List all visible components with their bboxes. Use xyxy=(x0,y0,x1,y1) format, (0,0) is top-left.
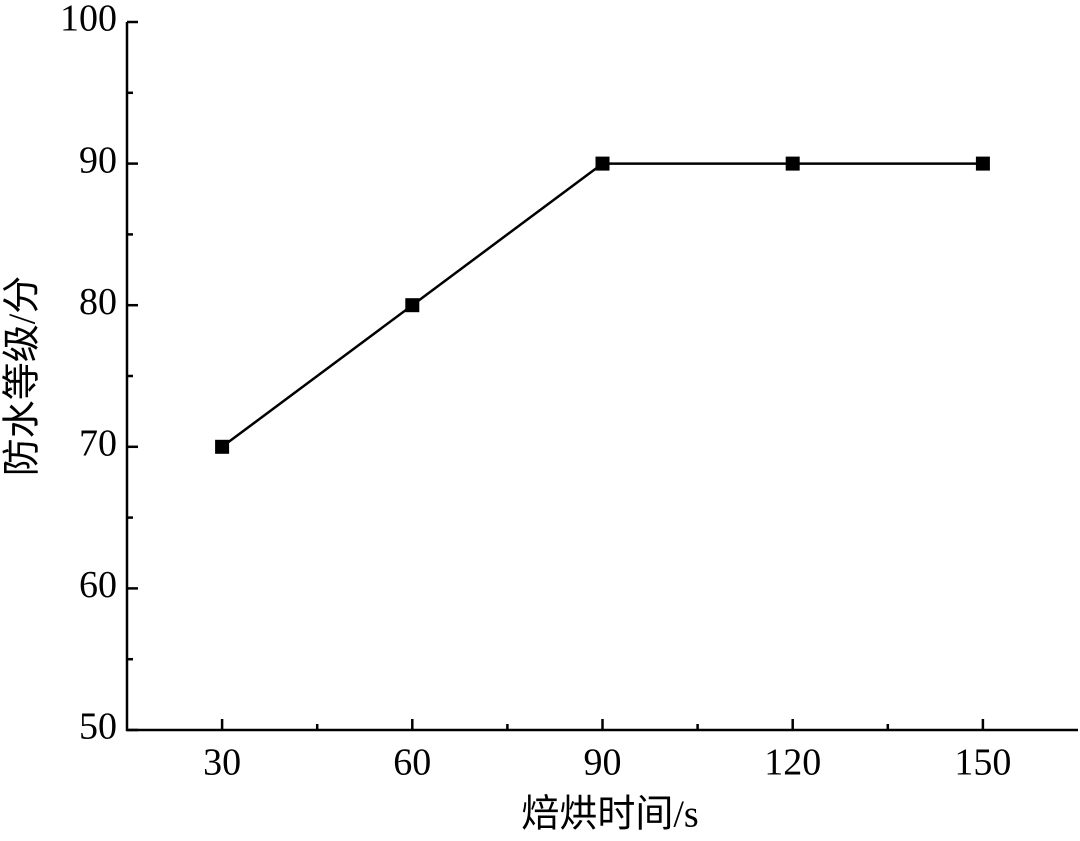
x-tick-label: 120 xyxy=(764,742,821,784)
y-tick-label: 70 xyxy=(79,423,117,465)
y-tick-label: 50 xyxy=(79,706,117,748)
line xyxy=(221,162,983,448)
x-axis-label: 焙烘时间/s xyxy=(521,794,698,836)
y-tick-label: 60 xyxy=(79,564,117,606)
y-tick-label: 90 xyxy=(79,139,117,181)
x-tick-label: 150 xyxy=(954,742,1011,784)
y-tick-label: 80 xyxy=(79,281,117,323)
x-tick-label: 30 xyxy=(203,742,241,784)
marker xyxy=(405,298,420,313)
marker xyxy=(215,439,230,454)
marker xyxy=(975,156,990,171)
x-tick-label: 90 xyxy=(584,742,622,784)
y-tick-label: 100 xyxy=(60,0,117,40)
x-tick-label: 60 xyxy=(393,742,431,784)
y-axis-label: 防水等级/分 xyxy=(2,276,44,477)
marker xyxy=(785,156,800,171)
marker xyxy=(595,156,610,171)
